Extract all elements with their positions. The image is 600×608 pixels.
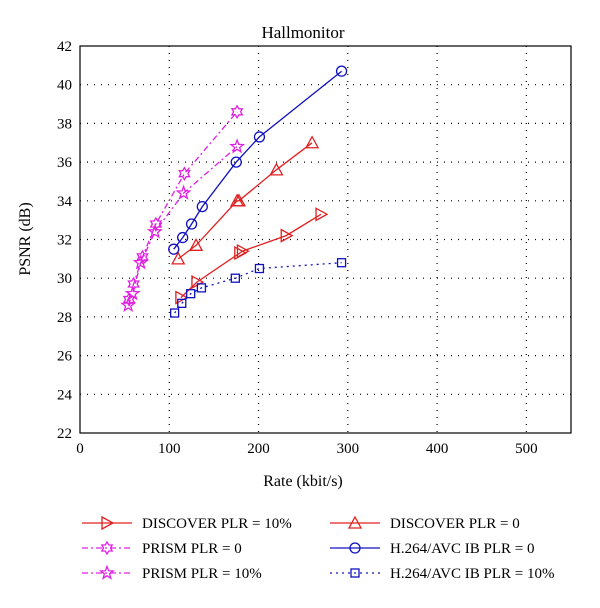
series-0 [175, 207, 329, 305]
legend-label: H.264/AVC IB PLR = 0 [390, 541, 534, 557]
star-marker [147, 223, 163, 239]
star-marker [132, 254, 149, 270]
y-tick-label: 38 [57, 116, 72, 132]
x-tick-label: 400 [426, 441, 449, 457]
legend-item: PRISM PLR = 10% [82, 564, 262, 582]
y-tick-label: 42 [57, 39, 72, 55]
triangle-right-marker [236, 244, 250, 259]
hexagram-marker [100, 540, 114, 556]
circle-marker [177, 231, 189, 244]
circle-marker [168, 243, 180, 255]
y-tick-label: 32 [57, 233, 72, 249]
circle-marker [196, 200, 208, 213]
series-line [128, 111, 238, 300]
triangle-right-marker [175, 290, 189, 305]
circle-marker [185, 218, 198, 230]
legend-label: DISCOVER PLR = 10% [142, 516, 292, 532]
series-2 [122, 104, 244, 307]
legend-item: DISCOVER PLR = 10% [82, 515, 292, 532]
circle-marker [349, 542, 361, 554]
triangle-right-marker [280, 228, 294, 243]
x-tick-label: 0 [76, 441, 84, 457]
y-axis-label: PSNR (dB) [17, 202, 34, 275]
star-marker [120, 296, 137, 312]
circle-marker [230, 156, 242, 168]
square-marker [177, 298, 187, 309]
y-tick-label: 36 [57, 155, 73, 171]
x-tick-label: 300 [337, 441, 360, 457]
x-tick-label: 100 [158, 441, 181, 457]
legend-item: DISCOVER PLR = 0 [330, 515, 520, 532]
circle-marker [253, 131, 266, 143]
hexagram-marker [230, 104, 244, 120]
plot-frame [79, 45, 572, 434]
y-tick-label: 24 [57, 387, 73, 403]
square-marker [336, 258, 347, 268]
series-line [174, 262, 342, 314]
legend-item: H.264/AVC IB PLR = 0 [330, 541, 534, 557]
square-marker [350, 568, 360, 578]
square-marker [169, 308, 180, 318]
legend-label: PRISM PLR = 10% [142, 566, 262, 582]
y-tick-label: 30 [57, 271, 72, 287]
star-marker [175, 184, 192, 200]
series-1 [171, 135, 320, 265]
series-3 [168, 65, 348, 255]
triangle-up-marker [269, 162, 284, 176]
y-tick-label: 40 [57, 78, 72, 94]
x-tick-label: 500 [515, 441, 538, 457]
triangle-right-marker [315, 207, 329, 222]
series-line [180, 213, 322, 299]
legend-item: H.264/AVC IB PLR = 10% [330, 566, 554, 582]
square-marker [196, 283, 207, 293]
series-5 [169, 258, 347, 318]
square-marker [254, 263, 265, 274]
y-tick-label: 34 [57, 194, 73, 210]
x-axis-label: Rate (kbit/s) [263, 473, 343, 490]
y-tick-label: 22 [57, 426, 72, 442]
y-tick-label: 28 [57, 310, 72, 326]
star-marker [229, 138, 246, 154]
legend-label: PRISM PLR = 0 [142, 541, 242, 557]
square-marker [230, 273, 240, 283]
triangle-up-marker [231, 193, 247, 207]
series-line [177, 142, 313, 260]
triangle-up-marker [347, 515, 363, 529]
triangle-up-marker [188, 237, 204, 251]
circle-marker [335, 65, 348, 77]
triangle-right-marker [101, 515, 115, 531]
star-marker [99, 564, 115, 580]
hexagram-marker [178, 166, 191, 181]
chart-title: Hallmonitor [261, 23, 344, 42]
series-line [173, 70, 343, 250]
hexagram-marker [136, 249, 149, 265]
y-tick-label: 26 [57, 349, 73, 365]
legend-label: DISCOVER PLR = 0 [390, 516, 520, 532]
square-marker [186, 289, 196, 299]
x-tick-label: 200 [247, 441, 270, 457]
series-4 [120, 138, 246, 312]
triangle-up-marker [171, 251, 186, 265]
hexagram-marker [122, 292, 136, 307]
triangle-up-marker [305, 135, 320, 149]
legend-label: H.264/AVC IB PLR = 10% [390, 566, 554, 582]
star-marker [124, 285, 141, 301]
series-line [127, 146, 238, 306]
legend-item: PRISM PLR = 0 [82, 540, 242, 557]
